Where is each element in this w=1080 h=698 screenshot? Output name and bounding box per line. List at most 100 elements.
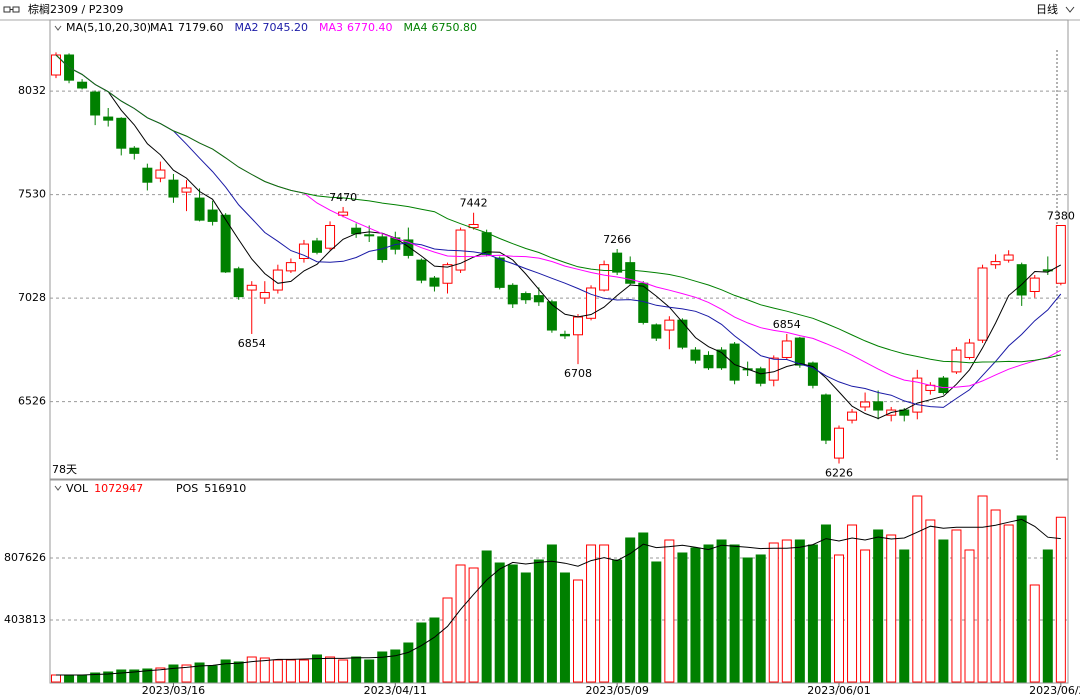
candle-body	[1042, 269, 1053, 272]
volume-bar	[912, 495, 923, 683]
candle-body	[246, 284, 257, 291]
ma-line	[55, 54, 1062, 420]
candle-body	[794, 337, 805, 366]
x-tick-label: 2023/06/28	[1029, 684, 1080, 697]
dropdown-arrow[interactable]	[1065, 6, 1075, 13]
volume-bar	[155, 667, 166, 683]
volume-bar	[520, 572, 531, 683]
volume-bar	[990, 509, 1001, 683]
candle-body	[559, 333, 570, 337]
candle-body	[338, 211, 349, 216]
volume-bar	[886, 534, 897, 683]
ma-legend: MA1 7179.60	[150, 21, 224, 34]
volume-bar	[625, 537, 636, 683]
volume-bar	[77, 674, 88, 683]
x-tick-label: 2023/04/11	[364, 684, 427, 697]
candle-body	[977, 267, 988, 341]
candle-body	[964, 342, 975, 358]
candle-body	[507, 284, 518, 305]
volume-bar	[573, 579, 583, 683]
volume-bar	[403, 642, 414, 683]
candle-body	[1055, 225, 1066, 284]
candle-body	[573, 316, 583, 336]
candle-body	[847, 411, 858, 421]
volume-bar	[834, 554, 844, 683]
candle-body	[468, 223, 479, 229]
candle-body	[416, 259, 427, 281]
candle-body	[625, 262, 636, 284]
volume-bar	[938, 539, 949, 683]
volume-bar	[168, 664, 179, 683]
candle-body	[312, 240, 322, 253]
candle-body	[403, 239, 414, 256]
candle-body	[259, 292, 270, 299]
volume-bar	[116, 669, 127, 683]
low-label: 6854	[238, 337, 266, 350]
volume-bar	[220, 659, 231, 683]
candle-body	[951, 349, 962, 373]
volume-bar	[807, 544, 818, 683]
volume-bar	[794, 539, 805, 683]
volume-ma-line	[56, 518, 1061, 676]
volume-bar	[507, 564, 518, 683]
volume-bar	[312, 654, 322, 683]
pos-value: 516910	[204, 482, 246, 495]
volume-bar	[377, 651, 388, 683]
candle-body	[873, 401, 884, 411]
volume-bar	[651, 561, 662, 683]
vol-value: 1072947	[94, 482, 143, 495]
volume-bar	[207, 665, 218, 683]
candle-body	[285, 262, 296, 272]
volume-bar	[690, 547, 701, 683]
ma-name: MA1	[150, 21, 174, 34]
volume-bar	[599, 544, 610, 683]
candle-body	[325, 225, 336, 249]
candle-body	[233, 268, 244, 298]
low-label: 6708	[564, 367, 592, 380]
ma-name: MA2	[235, 21, 259, 34]
volume-bar	[860, 549, 871, 683]
volume-bar	[90, 672, 101, 683]
candle-body	[207, 209, 218, 222]
candle-body	[703, 354, 714, 369]
volume-bar	[638, 532, 649, 683]
volume-bar	[442, 597, 453, 683]
candle-body	[442, 264, 453, 284]
candle-body	[807, 362, 818, 386]
volume-bar	[246, 656, 257, 683]
candle-body	[129, 147, 140, 154]
period[interactable]: 日线	[1036, 2, 1058, 16]
ma-value: 7045.20	[263, 21, 309, 34]
candle-body	[298, 243, 309, 259]
candle-body	[938, 377, 949, 394]
high-label: 7380	[1047, 210, 1075, 223]
candle-body	[51, 54, 61, 76]
candle-body	[664, 319, 675, 331]
high-label: 7266	[603, 233, 631, 246]
x-tick-label: 2023/05/09	[585, 684, 648, 697]
candle-body	[781, 340, 792, 358]
candle-body	[990, 261, 1001, 266]
volume-bar	[768, 542, 779, 683]
volume-bar	[925, 519, 936, 683]
volume-panel	[49, 479, 1069, 684]
candle-body	[364, 234, 375, 237]
volume-bar	[455, 564, 466, 683]
volume-bar	[272, 659, 283, 683]
collapse-arrow[interactable]	[54, 25, 62, 31]
volume-bar	[847, 524, 858, 683]
volume-bar	[873, 529, 884, 683]
volume-bar	[338, 659, 349, 683]
candle-body	[116, 117, 127, 149]
volume-bar	[1029, 584, 1040, 683]
bars-label: 78天	[52, 463, 77, 476]
candle-body	[142, 167, 153, 183]
y-tick-label: 807626	[4, 551, 46, 564]
title: 棕榈2309 / P2309	[28, 2, 123, 16]
candle-body	[168, 179, 179, 198]
collapse-arrow[interactable]	[54, 485, 62, 491]
volume-bar	[298, 659, 309, 683]
volume-bar	[1003, 524, 1014, 683]
pos-legend: POS 516910	[176, 482, 246, 495]
